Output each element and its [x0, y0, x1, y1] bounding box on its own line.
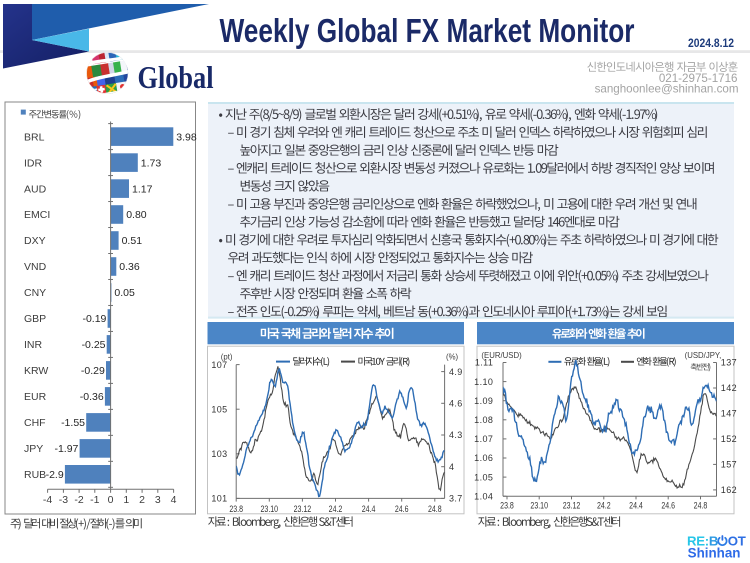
- svg-text:RE:B: RE:B: [687, 534, 718, 549]
- svg-text:24.4: 24.4: [362, 504, 376, 514]
- svg-text:IDR: IDR: [24, 157, 43, 169]
- svg-text:1.06: 1.06: [474, 453, 493, 463]
- svg-text:CHF: CHF: [24, 417, 46, 429]
- svg-text:1.73: 1.73: [141, 157, 162, 169]
- svg-text:INR: INR: [24, 339, 43, 351]
- svg-text:137: 137: [721, 358, 737, 368]
- svg-text:-1: -1: [90, 494, 99, 506]
- svg-text:157: 157: [721, 460, 737, 470]
- svg-text:107: 107: [211, 360, 227, 370]
- svg-text:VND: VND: [24, 261, 47, 273]
- svg-text:4.3: 4.3: [449, 430, 463, 440]
- svg-text:2: 2: [139, 494, 145, 506]
- svg-text:(USD/JPY,: (USD/JPY,: [685, 351, 722, 360]
- svg-text:AUD: AUD: [24, 183, 47, 195]
- svg-text:RUB: RUB: [24, 469, 46, 481]
- svg-text:-0.19: -0.19: [82, 313, 106, 325]
- svg-text:(pt): (pt): [221, 352, 233, 361]
- svg-text:0.80: 0.80: [126, 209, 147, 221]
- svg-text:23.12: 23.12: [563, 501, 581, 511]
- svg-text:1.17: 1.17: [132, 183, 153, 195]
- svg-text:BRL: BRL: [24, 131, 45, 143]
- svg-text:3: 3: [155, 494, 161, 506]
- svg-text:152: 152: [721, 434, 737, 444]
- svg-text:(EUR/USD): (EUR/USD): [481, 351, 522, 360]
- svg-text:103: 103: [211, 449, 227, 459]
- svg-text:-1.55: -1.55: [61, 417, 85, 429]
- svg-text:162: 162: [721, 485, 737, 495]
- svg-text:OT: OT: [728, 534, 746, 549]
- svg-text:24.6: 24.6: [395, 504, 409, 514]
- svg-text:Global: Global: [138, 59, 214, 95]
- svg-text:23.12: 23.12: [294, 504, 312, 514]
- svg-text:EMCI: EMCI: [24, 209, 50, 221]
- svg-text:0.51: 0.51: [122, 235, 143, 247]
- svg-text:-3: -3: [59, 494, 68, 506]
- svg-text:1.04: 1.04: [474, 491, 493, 501]
- svg-text:-4: -4: [43, 494, 52, 506]
- svg-text:23.10: 23.10: [261, 504, 279, 514]
- svg-text:CNY: CNY: [24, 287, 46, 299]
- svg-text:4.6: 4.6: [449, 399, 463, 409]
- svg-text:2024.8.12: 2024.8.12: [688, 38, 734, 50]
- svg-text:105: 105: [211, 404, 227, 414]
- svg-text:4.9: 4.9: [449, 367, 463, 377]
- svg-text:sanghoonlee@shinhan.com: sanghoonlee@shinhan.com: [595, 83, 739, 96]
- svg-text:0.36: 0.36: [119, 261, 140, 273]
- svg-text:24.4: 24.4: [629, 501, 643, 511]
- svg-text:24.8: 24.8: [694, 501, 708, 511]
- svg-text:24.6: 24.6: [661, 501, 675, 511]
- svg-text:4: 4: [449, 462, 454, 472]
- svg-text:1.11: 1.11: [475, 358, 493, 368]
- svg-text:Weekly Global FX Market Monito: Weekly Global FX Market Monitor: [220, 13, 635, 50]
- svg-text:-1.97: -1.97: [54, 443, 78, 455]
- svg-text:1.08: 1.08: [474, 415, 493, 425]
- svg-text:23.8: 23.8: [229, 504, 243, 514]
- svg-text:24.2: 24.2: [597, 501, 611, 511]
- svg-text:3.98: 3.98: [176, 131, 197, 143]
- svg-text:24.8: 24.8: [428, 504, 442, 514]
- svg-text:021-2975-1716: 021-2975-1716: [659, 72, 738, 85]
- svg-text:-2.9: -2.9: [46, 469, 64, 481]
- svg-text:0.05: 0.05: [114, 287, 135, 299]
- svg-text:-0.29: -0.29: [81, 365, 105, 377]
- svg-text:23.8: 23.8: [500, 501, 514, 511]
- svg-text:0: 0: [108, 494, 114, 506]
- svg-text:1.09: 1.09: [474, 396, 493, 406]
- svg-text:1: 1: [123, 494, 129, 506]
- svg-text:4: 4: [171, 494, 177, 506]
- svg-text:1.05: 1.05: [474, 472, 493, 482]
- svg-text:101: 101: [211, 494, 227, 504]
- svg-text:23.10: 23.10: [530, 501, 548, 511]
- svg-text:KRW: KRW: [24, 365, 48, 377]
- svg-text:EUR: EUR: [24, 391, 47, 403]
- svg-text:147: 147: [721, 409, 737, 419]
- svg-text:3.7: 3.7: [449, 494, 463, 504]
- svg-text:-0.36: -0.36: [80, 391, 104, 403]
- svg-text:JPY: JPY: [24, 443, 43, 455]
- svg-text:142: 142: [721, 383, 737, 393]
- svg-text:Shinhan: Shinhan: [688, 545, 741, 560]
- svg-text:24.2: 24.2: [329, 504, 343, 514]
- svg-text:(%): (%): [446, 352, 459, 361]
- svg-text:GBP: GBP: [24, 313, 46, 325]
- svg-text:1.07: 1.07: [474, 434, 493, 444]
- svg-text:1.10: 1.10: [474, 377, 493, 387]
- svg-text:-0.25: -0.25: [82, 339, 106, 351]
- svg-text:-2: -2: [74, 494, 83, 506]
- svg-text:DXY: DXY: [24, 235, 46, 247]
